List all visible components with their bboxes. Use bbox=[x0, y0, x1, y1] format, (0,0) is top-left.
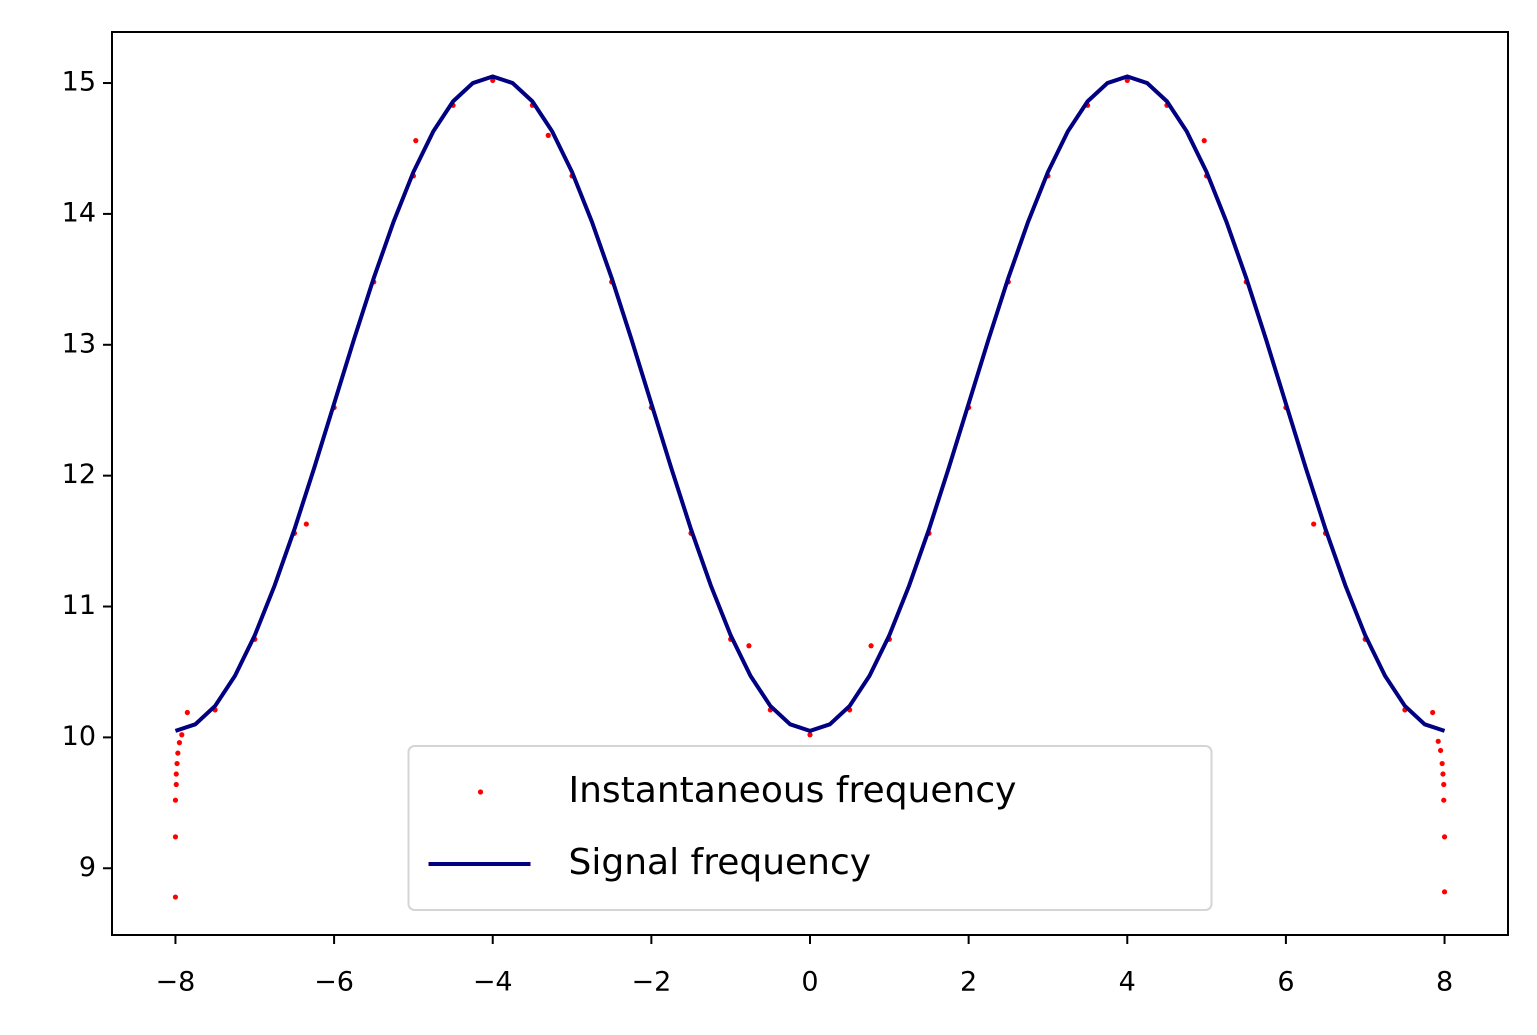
scatter-point bbox=[1441, 781, 1447, 788]
scatter-point bbox=[1439, 760, 1445, 767]
scatter-point bbox=[1311, 521, 1317, 527]
x-tick-label: −6 bbox=[314, 967, 354, 998]
scatter-point bbox=[490, 77, 496, 84]
scatter-point bbox=[174, 760, 180, 767]
scatter-point bbox=[172, 797, 179, 803]
plot-frame bbox=[111, 31, 1509, 936]
scatter-point bbox=[179, 732, 185, 738]
scatter-point bbox=[184, 709, 190, 716]
scatter-point bbox=[746, 643, 752, 649]
scatter-point bbox=[1201, 138, 1207, 144]
scatter-point bbox=[1437, 747, 1444, 754]
x-tick-label: −2 bbox=[631, 967, 671, 998]
scatter-point bbox=[1441, 797, 1447, 803]
legend-box bbox=[407, 745, 1213, 911]
scatter-point bbox=[175, 750, 181, 756]
scatter-point bbox=[173, 781, 179, 788]
scatter-point bbox=[1441, 889, 1448, 895]
y-tick-label: 14 bbox=[62, 197, 96, 228]
legend-label: Instantaneous frequency bbox=[569, 770, 1017, 811]
y-tick-label: 12 bbox=[62, 459, 96, 490]
scatter-point bbox=[545, 132, 551, 138]
scatter-point bbox=[1430, 709, 1436, 716]
y-tick-label: 9 bbox=[79, 852, 96, 883]
scatter-point bbox=[303, 521, 309, 527]
scatter-point bbox=[1441, 834, 1448, 840]
scatter-point bbox=[807, 732, 813, 738]
scatter-point bbox=[868, 643, 874, 649]
scatter-point bbox=[413, 138, 419, 144]
x-tick-label: −4 bbox=[473, 967, 513, 998]
x-tick-label: 8 bbox=[1436, 967, 1453, 998]
x-tick-label: 4 bbox=[1119, 967, 1136, 998]
x-tick-label: −8 bbox=[156, 967, 196, 998]
scatter-point bbox=[1124, 77, 1130, 84]
y-tick-label: 10 bbox=[62, 721, 96, 752]
legend-marker bbox=[477, 789, 484, 795]
scatter-point bbox=[176, 740, 183, 746]
scatter-point bbox=[172, 834, 179, 840]
y-tick-label: 11 bbox=[62, 590, 96, 621]
y-tick-label: 13 bbox=[62, 328, 96, 359]
x-tick-label: 6 bbox=[1277, 967, 1294, 998]
scatter-point bbox=[172, 894, 179, 900]
scatter-point bbox=[1435, 738, 1441, 744]
x-tick-label: 0 bbox=[801, 967, 818, 998]
legend-label: Signal frequency bbox=[569, 842, 872, 883]
y-tick-label: 15 bbox=[62, 67, 96, 98]
scatter-point bbox=[1440, 771, 1446, 777]
scatter-point bbox=[173, 771, 179, 777]
line bbox=[174, 74, 1446, 733]
x-tick-label: 2 bbox=[960, 967, 977, 998]
